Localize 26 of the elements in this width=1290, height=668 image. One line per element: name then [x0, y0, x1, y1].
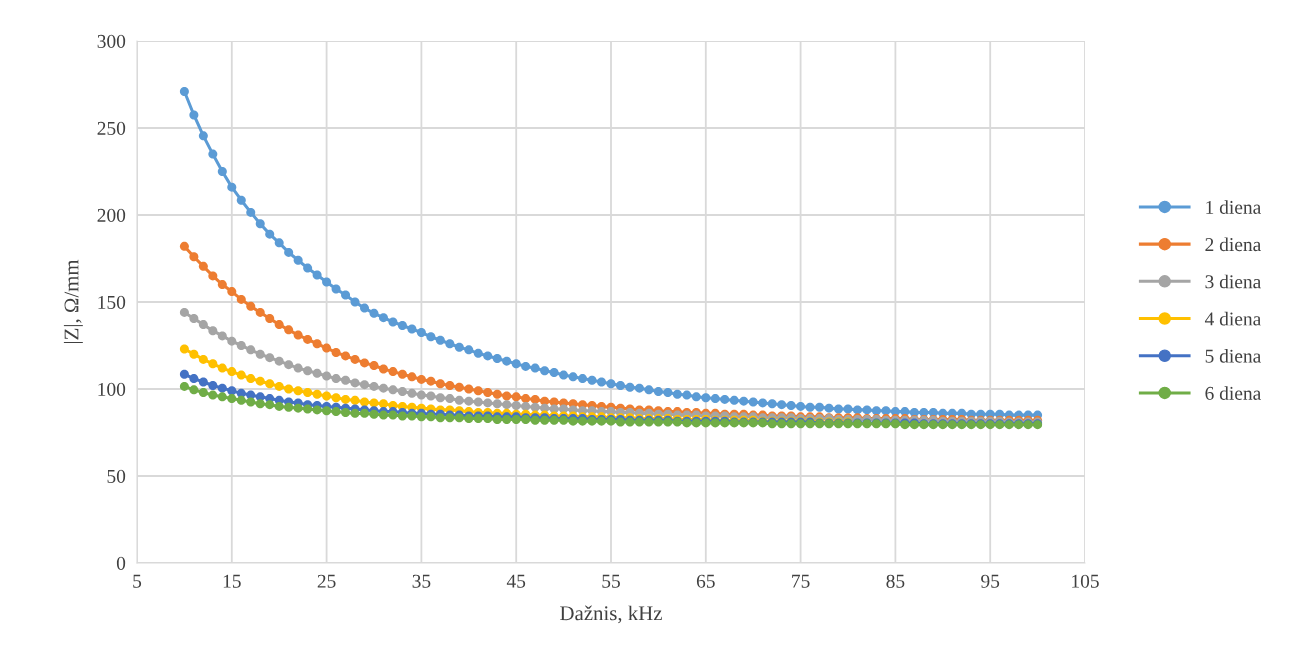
y-tick-label: 150 [98, 295, 126, 309]
x-tick-label: 95 [981, 574, 1000, 588]
y-tick-label: 200 [97, 208, 126, 222]
x-tick-label: 25 [317, 574, 336, 588]
x-tick-label: 55 [602, 574, 620, 588]
legend-label: 2 diena [1205, 237, 1262, 252]
x-axis-title: Dažnis, kHz [560, 605, 662, 624]
legend-label: 3 diena [1205, 274, 1262, 289]
x-tick-label: 5 [133, 574, 142, 588]
y-tick-label: 0 [116, 556, 126, 570]
x-tick-label: 105 [1072, 574, 1099, 588]
legend-label: 5 diena [1205, 349, 1262, 363]
y-tick-label: 250 [97, 121, 126, 135]
x-tick-label: 75 [792, 574, 810, 588]
legend-label: 4 diena [1204, 311, 1262, 326]
y-axis-title: |Z|, Ω/mm [63, 259, 83, 344]
x-tick-label: 65 [696, 574, 715, 588]
x-tick-label: 35 [412, 574, 431, 588]
x-tick-label: 45 [506, 574, 526, 588]
x-tick-label: 15 [223, 574, 241, 588]
x-tick-label: 85 [886, 574, 905, 588]
y-tick-label: 300 [97, 34, 126, 48]
legend-label: 6 diena [1205, 386, 1262, 400]
y-tick-label: 50 [107, 469, 126, 483]
legend-label: 1 diena [1206, 200, 1262, 214]
y-tick-label: 100 [98, 382, 126, 396]
